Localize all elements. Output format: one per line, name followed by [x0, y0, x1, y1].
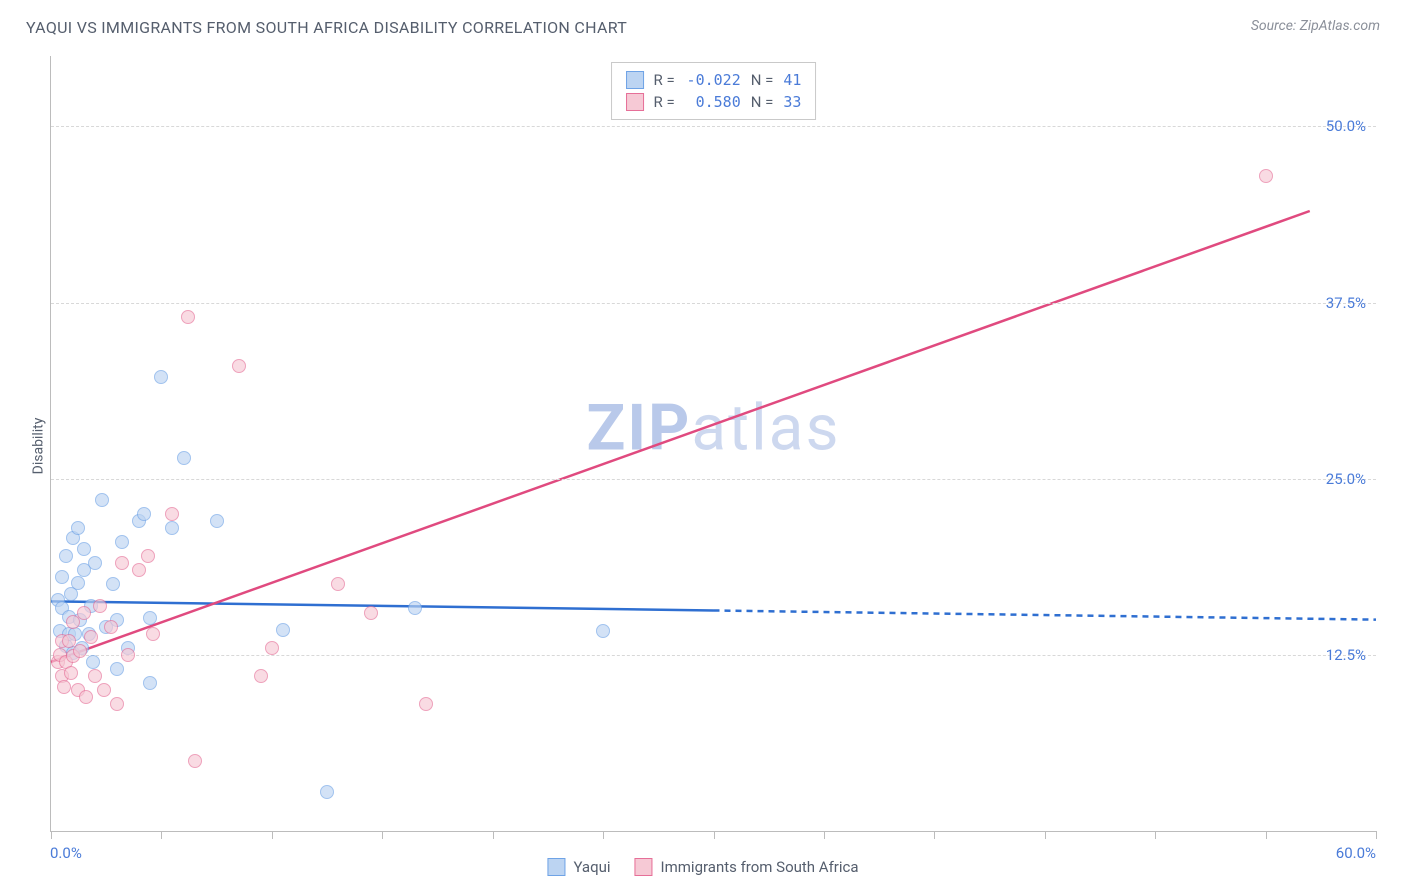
data-point [165, 521, 179, 535]
x-tick [603, 831, 604, 839]
y-tick-label: 37.5% [1326, 294, 1366, 312]
scatter-plot: ZIPatlas R = -0.022 N = 41 R = 0.580 N =… [50, 56, 1376, 832]
x-axis-max: 60.0% [1336, 844, 1376, 862]
data-point [79, 690, 93, 704]
y-tick-label: 50.0% [1326, 117, 1366, 135]
x-tick [382, 831, 383, 839]
x-tick [1266, 831, 1267, 839]
data-point [143, 676, 157, 690]
x-tick [272, 831, 273, 839]
data-point [137, 507, 151, 521]
data-point [265, 641, 279, 655]
data-point [320, 785, 334, 799]
y-tick-label: 12.5% [1326, 646, 1366, 664]
data-point [104, 620, 118, 634]
gridline [51, 479, 1376, 480]
data-point [232, 359, 246, 373]
data-point [115, 535, 129, 549]
x-tick [1376, 831, 1377, 839]
x-tick [493, 831, 494, 839]
data-point [154, 370, 168, 384]
legend-swatch-icon [547, 858, 565, 876]
x-axis-min: 0.0% [50, 844, 82, 862]
data-point [88, 556, 102, 570]
data-point [95, 493, 109, 507]
data-point [115, 556, 129, 570]
data-point [121, 648, 135, 662]
data-point [106, 577, 120, 591]
data-point [93, 599, 107, 613]
gridline [51, 126, 1376, 127]
data-point [86, 655, 100, 669]
x-tick [934, 831, 935, 839]
regression-lines [51, 56, 1376, 831]
data-point [66, 615, 80, 629]
regression-line [51, 211, 1310, 662]
legend-swatch-icon [635, 858, 653, 876]
data-point [254, 669, 268, 683]
x-tick [51, 831, 52, 839]
legend-item: Yaqui [547, 858, 610, 876]
y-tick-label: 25.0% [1326, 470, 1366, 488]
x-tick [714, 831, 715, 839]
data-point [73, 644, 87, 658]
data-point [71, 576, 85, 590]
data-point [84, 630, 98, 644]
data-point [77, 542, 91, 556]
data-point [188, 754, 202, 768]
regression-line [51, 601, 714, 610]
data-point [88, 669, 102, 683]
legend-label: Immigrants from South Africa [661, 858, 859, 876]
data-point [1259, 169, 1273, 183]
data-point [141, 549, 155, 563]
data-point [181, 310, 195, 324]
data-point [71, 521, 85, 535]
data-point [596, 624, 610, 638]
chart-title: YAQUI VS IMMIGRANTS FROM SOUTH AFRICA DI… [26, 18, 627, 37]
x-tick [1155, 831, 1156, 839]
data-point [77, 606, 91, 620]
data-point [55, 570, 69, 584]
data-point [177, 451, 191, 465]
y-axis-label: Disability [30, 418, 46, 475]
x-tick [824, 831, 825, 839]
data-point [143, 611, 157, 625]
data-point [364, 606, 378, 620]
data-point [57, 680, 71, 694]
data-point [146, 627, 160, 641]
data-point [59, 549, 73, 563]
data-point [97, 683, 111, 697]
series-legend: Yaqui Immigrants from South Africa [547, 858, 858, 876]
data-point [110, 697, 124, 711]
data-point [276, 623, 290, 637]
gridline [51, 655, 1376, 656]
legend-item: Immigrants from South Africa [635, 858, 859, 876]
x-tick [161, 831, 162, 839]
source-label: Source: ZipAtlas.com [1251, 18, 1380, 34]
regression-line [714, 610, 1377, 619]
data-point [64, 666, 78, 680]
data-point [165, 507, 179, 521]
data-point [419, 697, 433, 711]
data-point [210, 514, 224, 528]
data-point [132, 563, 146, 577]
gridline [51, 303, 1376, 304]
data-point [408, 601, 422, 615]
x-tick [1045, 831, 1046, 839]
data-point [110, 662, 124, 676]
data-point [331, 577, 345, 591]
legend-label: Yaqui [573, 858, 610, 876]
